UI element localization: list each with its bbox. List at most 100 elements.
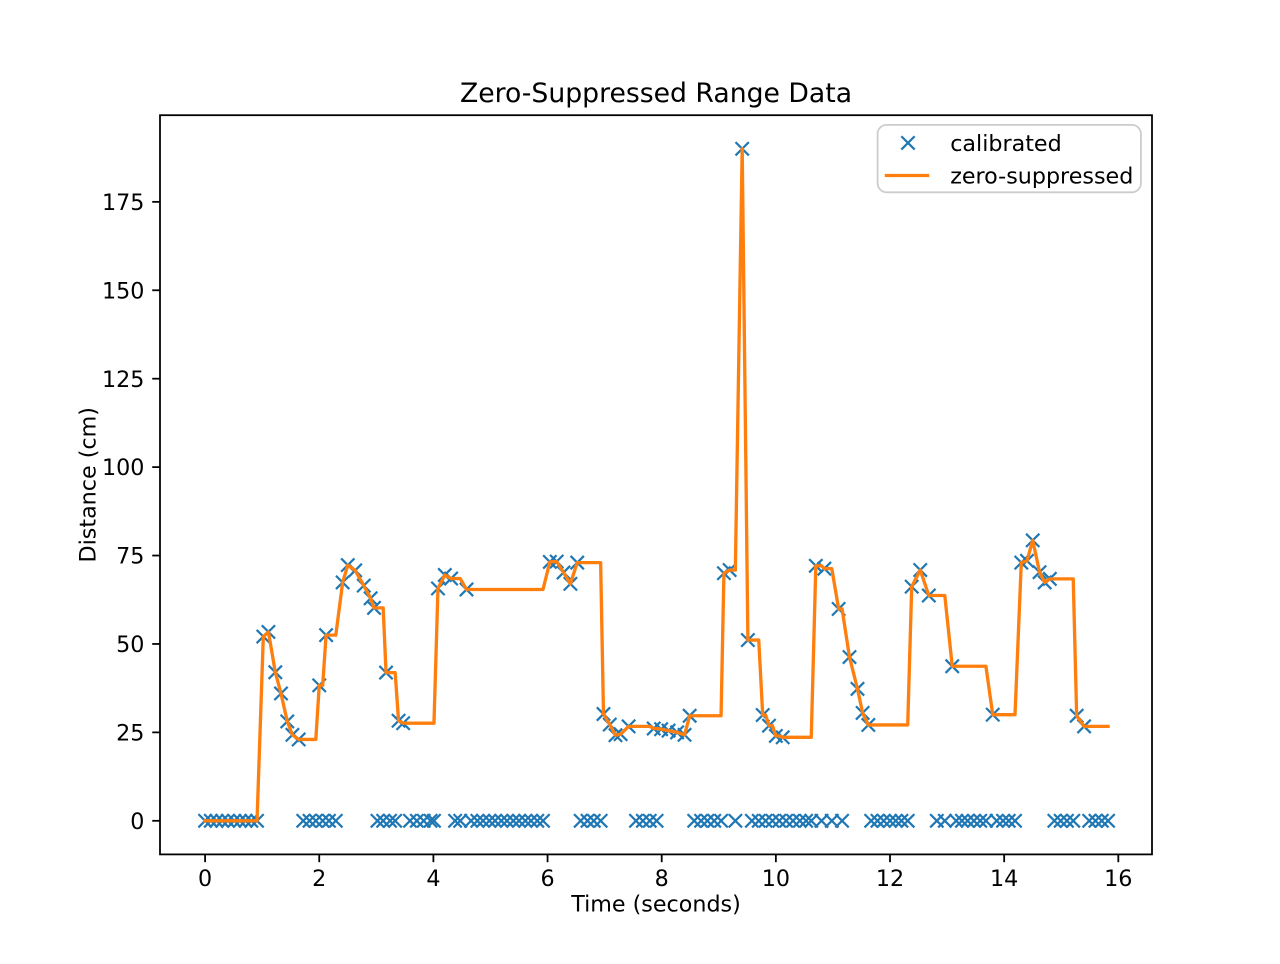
- data-point-marker: [535, 813, 551, 829]
- y-tick-label: 150: [102, 278, 144, 304]
- data-point-marker: [882, 813, 898, 829]
- data-point-marker: [649, 813, 665, 829]
- data-point-marker: [706, 813, 722, 829]
- data-point-marker: [573, 813, 589, 829]
- y-tick-label: 50: [116, 632, 144, 658]
- x-axis-label: Time (seconds): [570, 892, 741, 918]
- data-point-marker: [382, 813, 398, 829]
- y-tick-label: 100: [102, 455, 144, 481]
- legend-box: [876, 124, 1142, 194]
- data-point-marker: [447, 813, 463, 829]
- data-point-marker: [499, 813, 515, 829]
- data-point-marker: [937, 813, 953, 829]
- data-point-marker: [972, 813, 988, 829]
- x-tick-label: 12: [876, 866, 904, 892]
- axes-spines: [159, 114, 1153, 856]
- data-point-marker: [469, 813, 485, 829]
- data-point-marker: [423, 813, 438, 829]
- x-tick-label: 10: [762, 866, 790, 892]
- y-axis: 0 25 50 75 100 125 150 175: [102, 190, 160, 835]
- data-point-marker: [1059, 813, 1075, 829]
- data-point-marker: [452, 813, 468, 829]
- data-point-marker: [699, 813, 715, 829]
- data-point-marker: [948, 813, 964, 829]
- data-point-marker: [523, 813, 539, 829]
- data-point-marker: [1100, 813, 1116, 829]
- data-point-marker: [954, 813, 970, 829]
- data-point-marker: [876, 813, 892, 829]
- data-point-marker: [1094, 813, 1110, 829]
- data-point-marker: [713, 813, 729, 829]
- data-point-marker: [315, 813, 331, 829]
- legend: calibrated zero-suppressed: [876, 124, 1142, 194]
- legend-label-zero-suppressed: zero-suppressed: [950, 164, 1133, 190]
- data-point-marker: [900, 813, 916, 829]
- data-point-marker: [1007, 813, 1023, 829]
- data-point-marker: [511, 813, 527, 829]
- data-point-marker: [321, 813, 337, 829]
- y-tick-label: 125: [102, 367, 144, 393]
- data-point-marker: [529, 813, 545, 829]
- data-point-marker: [628, 813, 644, 829]
- data-point-marker: [771, 813, 787, 829]
- plot-area: 0 2 4 6 8 10 12 14 16 0 25 50 75 100 125 150 175 calibrat…: [102, 114, 1153, 892]
- data-point-marker: [593, 813, 609, 829]
- y-tick-label: 0: [130, 809, 144, 835]
- data-point-marker: [328, 813, 344, 829]
- data-point-marker: [463, 813, 479, 829]
- data-point-marker: [635, 813, 651, 829]
- legend-label-calibrated: calibrated: [950, 131, 1062, 157]
- data-point-marker: [870, 813, 885, 829]
- data-point-marker: [481, 813, 497, 829]
- data-point-marker: [785, 813, 801, 829]
- data-point-marker: [798, 813, 814, 829]
- data-point-marker: [893, 813, 909, 829]
- data-point-marker: [475, 813, 491, 829]
- data-point-marker: [693, 813, 709, 829]
- data-point-marker: [308, 813, 324, 829]
- data-point-marker: [1065, 813, 1081, 829]
- data-point-marker: [642, 813, 658, 829]
- data-point-marker: [792, 813, 808, 829]
- data-point-marker: [834, 813, 850, 829]
- y-tick-label: 75: [116, 544, 144, 570]
- chart-title: Zero-Suppressed Range Data: [460, 78, 852, 109]
- data-point-marker: [580, 813, 595, 829]
- data-point-marker: [517, 813, 533, 829]
- data-point-marker: [966, 813, 982, 829]
- data-point-marker: [1081, 813, 1097, 829]
- data-point-marker: [778, 813, 794, 829]
- data-point-marker: [989, 813, 1005, 829]
- data-point-marker: [302, 813, 317, 829]
- data-point-marker: [1001, 813, 1017, 829]
- x-tick-label: 4: [426, 866, 440, 892]
- y-tick-label: 175: [102, 190, 144, 216]
- data-point-marker: [402, 813, 418, 829]
- data-point-marker: [493, 813, 509, 829]
- data-point-marker: [744, 813, 760, 829]
- data-point-marker: [863, 813, 879, 829]
- data-point-marker: [586, 813, 602, 829]
- data-point-marker: [387, 813, 403, 829]
- legend-marker-x-icon: [900, 135, 916, 151]
- data-point-marker: [505, 813, 521, 829]
- data-point-marker: [1053, 813, 1069, 829]
- y-axis-label: Distance (cm): [76, 407, 102, 562]
- data-point-marker: [375, 813, 391, 829]
- data-point-marker: [727, 813, 743, 829]
- data-point-marker: [978, 813, 994, 829]
- data-point-marker: [764, 813, 780, 829]
- data-point-marker: [995, 813, 1011, 829]
- data-point-marker: [960, 813, 976, 829]
- data-point-marker: [686, 813, 702, 829]
- x-tick-label: 16: [1104, 866, 1132, 892]
- data-point-marker: [426, 813, 442, 829]
- data-point-marker: [758, 813, 774, 829]
- data-point-marker: [295, 813, 311, 829]
- x-tick-label: 0: [198, 866, 212, 892]
- x-tick-label: 6: [540, 866, 554, 892]
- data-point-marker: [409, 813, 425, 829]
- y-tick-label: 25: [116, 720, 144, 746]
